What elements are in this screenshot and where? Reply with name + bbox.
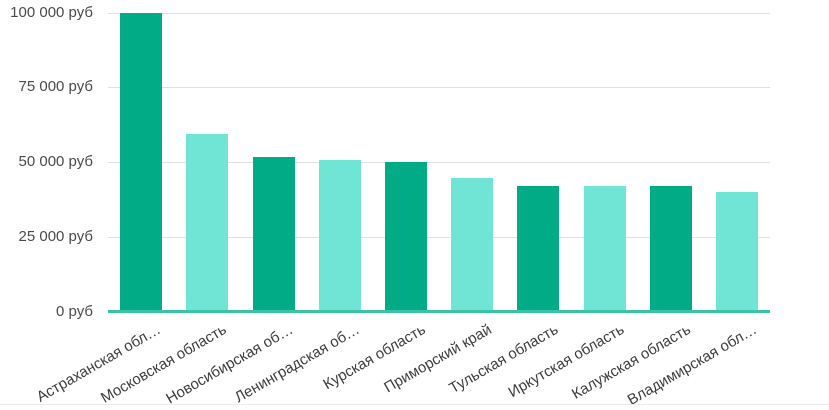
bar[interactable] [583,186,626,312]
bar[interactable] [649,185,692,312]
bar[interactable] [384,162,427,312]
bar[interactable] [120,12,163,312]
bar[interactable] [252,156,295,312]
y-axis-tick-label: 50 000 руб [18,153,93,170]
gridline [108,87,770,88]
gridline [108,13,770,14]
bar[interactable] [517,185,560,312]
bar[interactable] [715,191,758,312]
y-axis-tick-label: 25 000 руб [18,227,93,245]
bar[interactable] [186,133,229,312]
panel-bottom-border [0,404,829,405]
y-axis-tick-label: 0 руб [56,302,93,320]
bar[interactable] [451,177,494,312]
x-axis-baseline [108,310,770,313]
y-axis-tick-label: 75 000 руб [18,78,93,96]
y-axis-tick-label: 100 000 руб [10,3,93,21]
bar[interactable] [318,159,361,312]
